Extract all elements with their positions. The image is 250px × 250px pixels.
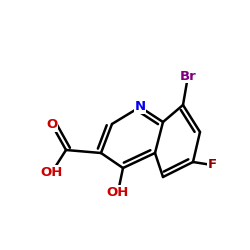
Text: OH: OH [41,166,63,178]
Text: O: O [46,118,58,132]
Text: N: N [134,100,145,114]
Text: Br: Br [180,70,196,82]
Text: F: F [208,158,216,172]
Text: OH: OH [107,186,129,198]
